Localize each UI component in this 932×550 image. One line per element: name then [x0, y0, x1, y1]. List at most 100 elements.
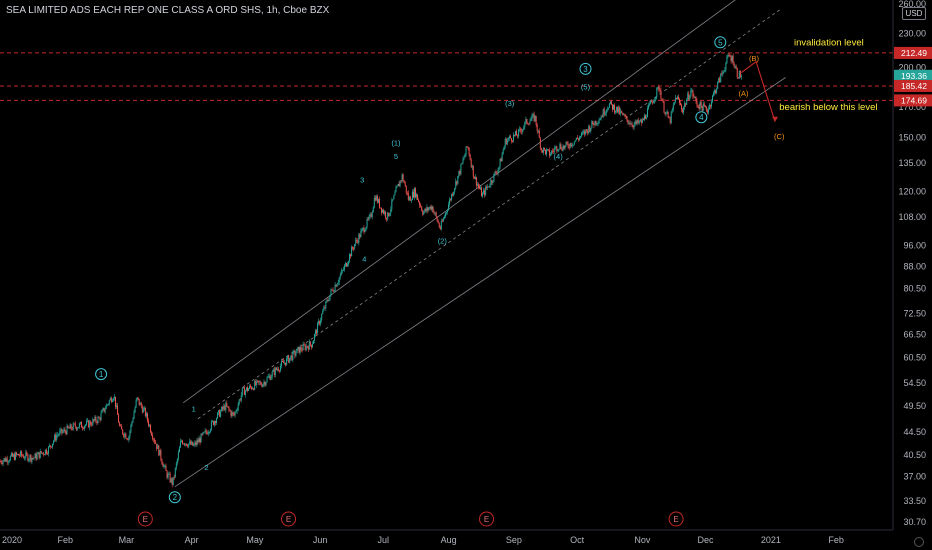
candle-body	[265, 382, 267, 386]
price-badge-label: 212.49	[901, 48, 927, 58]
candle-body	[535, 115, 537, 125]
candle-body	[650, 101, 652, 104]
candle-body	[601, 116, 603, 118]
candle-body	[58, 434, 60, 436]
candle-body	[29, 455, 31, 460]
candle-body	[387, 212, 389, 220]
candle-body	[594, 120, 596, 126]
candle-body	[497, 169, 499, 174]
candle-body	[247, 388, 249, 391]
candle-body	[688, 93, 690, 100]
candle-body	[259, 382, 261, 384]
chart-title: SEA LIMITED ADS EACH REP ONE CLASS A ORD…	[6, 5, 330, 16]
candle-body	[13, 454, 15, 460]
candle-body	[482, 193, 484, 197]
candle-body	[557, 149, 559, 151]
wave-label: 5	[394, 152, 398, 161]
wave-labels: 1 2 1 2 3 4 (1) 5 (2) (3) (4) 3 (5) 4 5 (B) (A) (C)	[95, 36, 785, 504]
candle-body	[242, 387, 244, 389]
candle-body	[634, 121, 636, 125]
candle-body	[349, 254, 351, 262]
candle-body	[43, 454, 45, 456]
candle-body	[348, 261, 350, 265]
candle-body	[369, 214, 371, 216]
wave-label: (B)	[749, 54, 760, 63]
candle-body	[558, 148, 560, 150]
currency-button[interactable]: USD	[902, 7, 926, 20]
candle-body	[592, 120, 594, 125]
candle-body	[151, 432, 153, 436]
candle-body	[451, 194, 453, 200]
candle-body	[675, 97, 677, 100]
candle-body	[208, 432, 210, 433]
settings-icon[interactable]	[914, 537, 924, 547]
candle-body	[492, 181, 494, 183]
candle-body	[533, 114, 535, 121]
candle-body	[250, 385, 252, 388]
candle-body	[37, 452, 39, 455]
wave-label: (3)	[505, 99, 515, 108]
candle-body	[105, 404, 107, 410]
candle-body	[670, 111, 672, 123]
candle-body	[386, 217, 388, 220]
candle-body	[475, 176, 477, 186]
candle-body	[393, 195, 395, 200]
candle-body	[429, 206, 431, 209]
candle-body	[196, 440, 198, 445]
y-tick-label: 49.50	[903, 401, 926, 411]
x-tick-label: Apr	[185, 535, 199, 545]
candle-body	[335, 284, 337, 287]
candle-body	[27, 454, 29, 461]
candle-body	[336, 283, 338, 287]
earnings-marker-label: E	[484, 515, 489, 524]
candle-body	[711, 95, 713, 102]
candle-body	[300, 346, 302, 350]
candle-body	[263, 382, 265, 385]
candle-body	[649, 103, 651, 105]
y-tick-label: 150.00	[898, 132, 926, 142]
candle-body	[570, 143, 572, 147]
candle-body	[337, 282, 339, 284]
candle-body	[676, 96, 678, 100]
candle-body	[136, 397, 138, 401]
candle-body	[621, 111, 623, 113]
candle-body	[652, 102, 654, 104]
candle-body	[85, 424, 87, 426]
candle-body	[690, 90, 692, 97]
candle-body	[725, 63, 727, 70]
candle-body	[662, 100, 664, 102]
time-axis[interactable]: 2020 Feb Mar Apr May Jun Jul Aug Sep Oct Nov Dec 202…	[0, 529, 893, 545]
candle-body	[365, 227, 367, 231]
candle-body	[541, 150, 543, 153]
candle-body	[123, 434, 125, 437]
candle-body	[728, 54, 730, 56]
candle-body	[610, 101, 612, 105]
candle-body	[11, 453, 13, 457]
candle-body	[8, 460, 10, 462]
candle-body	[15, 452, 17, 455]
candle-body	[69, 424, 71, 429]
candle-body	[217, 412, 219, 419]
candle-body	[505, 138, 507, 145]
candle-body	[667, 111, 669, 118]
candle-body	[173, 476, 175, 478]
candle-body	[519, 128, 521, 130]
candle-body	[218, 410, 220, 413]
wave-label: (C)	[774, 132, 785, 141]
candle-body	[561, 148, 563, 151]
candle-body	[51, 446, 53, 448]
candle-body	[540, 148, 542, 151]
candle-body	[74, 423, 76, 428]
candle-body	[668, 117, 670, 119]
candle-body	[637, 119, 639, 124]
candle-body	[421, 206, 423, 211]
wave-circle	[95, 368, 108, 381]
candle-body	[292, 351, 294, 361]
candle-body	[709, 104, 711, 107]
candle-body	[534, 115, 536, 121]
candle-body	[260, 382, 262, 385]
candle-body	[118, 414, 120, 423]
y-tick-label: 108.00	[898, 212, 926, 222]
candle-body	[293, 351, 295, 352]
